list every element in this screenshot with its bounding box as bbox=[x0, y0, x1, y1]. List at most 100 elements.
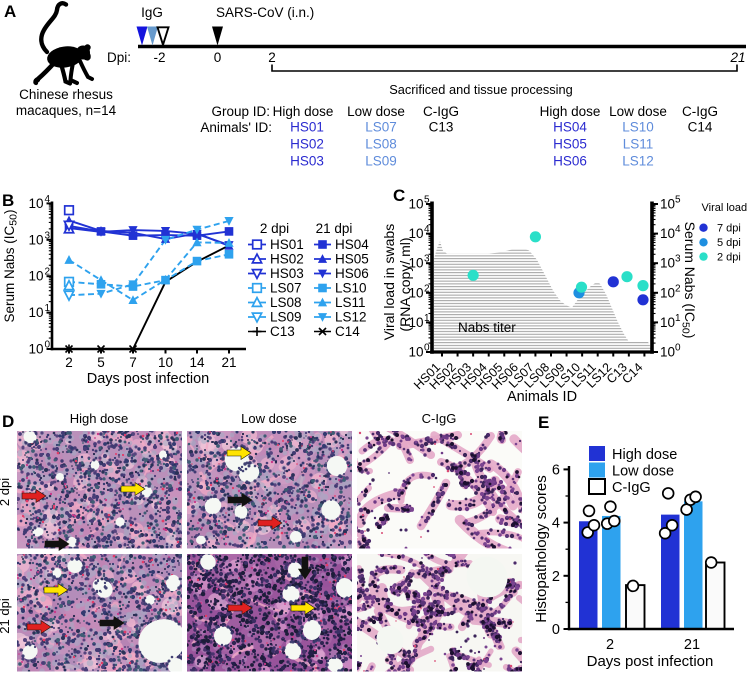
svg-text:LS07: LS07 bbox=[270, 281, 302, 296]
svg-text:D: D bbox=[2, 412, 14, 431]
svg-text:Animals' ID:: Animals' ID: bbox=[200, 120, 272, 135]
svg-text:7: 7 bbox=[129, 355, 137, 370]
svg-text:High dose: High dose bbox=[70, 411, 129, 426]
svg-text:LS07: LS07 bbox=[365, 120, 397, 135]
svg-text:IgG: IgG bbox=[141, 5, 163, 20]
svg-text:10: 10 bbox=[28, 342, 43, 357]
svg-text:LS08: LS08 bbox=[270, 295, 302, 310]
svg-text:LS12: LS12 bbox=[622, 154, 654, 169]
svg-text:HS01: HS01 bbox=[290, 120, 324, 135]
svg-text:3: 3 bbox=[675, 254, 681, 265]
svg-text:Dpi:: Dpi: bbox=[107, 50, 131, 65]
svg-text:0: 0 bbox=[424, 343, 430, 354]
svg-text:2: 2 bbox=[45, 267, 51, 278]
svg-text:LS09: LS09 bbox=[270, 310, 302, 325]
svg-text:4: 4 bbox=[675, 224, 681, 235]
svg-text:LS12: LS12 bbox=[335, 310, 367, 325]
svg-text:10: 10 bbox=[660, 315, 675, 330]
svg-text:LS10: LS10 bbox=[622, 120, 654, 135]
svg-text:2 dpi: 2 dpi bbox=[717, 251, 741, 263]
svg-text:4: 4 bbox=[45, 194, 51, 205]
svg-text:HS03: HS03 bbox=[270, 266, 304, 281]
svg-text:Nabs titer: Nabs titer bbox=[458, 320, 516, 335]
svg-text:C13: C13 bbox=[429, 120, 454, 135]
svg-text:10: 10 bbox=[660, 197, 675, 212]
svg-text:5 dpi: 5 dpi bbox=[717, 237, 741, 249]
svg-text:2: 2 bbox=[65, 355, 73, 370]
svg-text:2 dpi: 2 dpi bbox=[0, 478, 12, 506]
svg-text:3: 3 bbox=[424, 254, 430, 265]
svg-text:2: 2 bbox=[424, 283, 430, 294]
svg-text:HS01: HS01 bbox=[270, 237, 304, 252]
svg-text:HS06: HS06 bbox=[553, 154, 587, 169]
svg-text:21: 21 bbox=[729, 50, 745, 65]
svg-text:Serum Nabs (IC50): Serum Nabs (IC50) bbox=[680, 222, 699, 339]
svg-text:14: 14 bbox=[189, 355, 205, 370]
svg-text:3: 3 bbox=[45, 230, 51, 241]
svg-text:1: 1 bbox=[675, 313, 681, 324]
svg-text:Chinese rhesus: Chinese rhesus bbox=[19, 87, 113, 102]
svg-text:HS06: HS06 bbox=[335, 266, 369, 281]
svg-text:HS04: HS04 bbox=[553, 120, 587, 135]
svg-text:High dose: High dose bbox=[273, 104, 334, 119]
svg-text:-2: -2 bbox=[153, 50, 165, 65]
svg-text:HS04: HS04 bbox=[335, 237, 369, 252]
svg-text:B: B bbox=[2, 191, 14, 210]
svg-text:10: 10 bbox=[28, 269, 43, 284]
svg-text:0: 0 bbox=[675, 343, 681, 354]
svg-text:10: 10 bbox=[408, 345, 423, 360]
svg-text:C-IgG: C-IgG bbox=[682, 104, 718, 119]
svg-text:LS11: LS11 bbox=[335, 295, 366, 310]
svg-text:10: 10 bbox=[408, 197, 423, 212]
svg-text:5: 5 bbox=[675, 195, 681, 206]
svg-text:C14: C14 bbox=[688, 120, 713, 135]
svg-text:LS10: LS10 bbox=[335, 281, 367, 296]
svg-text:macaques, n=14: macaques, n=14 bbox=[16, 103, 117, 118]
svg-text:HS02: HS02 bbox=[290, 137, 324, 152]
svg-text:C13: C13 bbox=[270, 324, 295, 339]
svg-text:10: 10 bbox=[408, 285, 423, 300]
svg-text:10: 10 bbox=[408, 226, 423, 241]
svg-text:1: 1 bbox=[45, 303, 51, 314]
svg-text:10: 10 bbox=[28, 305, 43, 320]
svg-text:HS05: HS05 bbox=[335, 252, 369, 267]
svg-text:LS09: LS09 bbox=[365, 154, 397, 169]
svg-text:10: 10 bbox=[28, 196, 43, 211]
svg-text:C: C bbox=[393, 186, 405, 205]
svg-text:5: 5 bbox=[97, 355, 105, 370]
svg-text:2: 2 bbox=[675, 283, 681, 294]
svg-text:21 dpi: 21 dpi bbox=[0, 598, 12, 634]
svg-text:Group ID:: Group ID: bbox=[211, 104, 270, 119]
svg-text:Low dose: Low dose bbox=[609, 104, 667, 119]
svg-text:C-IgG: C-IgG bbox=[423, 104, 459, 119]
svg-text:HS02: HS02 bbox=[270, 252, 304, 267]
svg-text:10: 10 bbox=[158, 355, 173, 370]
svg-text:21: 21 bbox=[221, 355, 236, 370]
svg-text:10: 10 bbox=[660, 345, 675, 360]
svg-text:10: 10 bbox=[660, 256, 675, 271]
svg-text:Low dose: Low dose bbox=[347, 104, 405, 119]
svg-text:21 dpi: 21 dpi bbox=[316, 221, 353, 236]
svg-text:LS08: LS08 bbox=[365, 137, 397, 152]
svg-text:7 dpi: 7 dpi bbox=[717, 223, 741, 235]
svg-text:HS03: HS03 bbox=[290, 154, 324, 169]
svg-text:10: 10 bbox=[660, 226, 675, 241]
svg-text:(RNA copy/ ml): (RNA copy/ ml) bbox=[397, 237, 413, 331]
svg-text:5: 5 bbox=[424, 195, 430, 206]
svg-text:Serum Nabs (IC50): Serum Nabs (IC50) bbox=[2, 210, 20, 323]
svg-text:2: 2 bbox=[268, 50, 276, 65]
svg-text:0: 0 bbox=[214, 50, 222, 65]
svg-text:10: 10 bbox=[28, 232, 43, 247]
svg-text:Viral load in swabs: Viral load in swabs bbox=[381, 224, 397, 340]
svg-text:HS05: HS05 bbox=[553, 137, 587, 152]
svg-text:Days post infection: Days post infection bbox=[87, 371, 210, 387]
svg-text:LS11: LS11 bbox=[623, 137, 654, 152]
svg-text:4: 4 bbox=[424, 224, 430, 235]
svg-text:10: 10 bbox=[660, 285, 675, 300]
svg-text:SARS-CoV (i.n.): SARS-CoV (i.n.) bbox=[216, 5, 314, 20]
svg-text:Animals ID: Animals ID bbox=[507, 389, 577, 405]
svg-text:Viral load: Viral load bbox=[702, 202, 748, 214]
svg-text:C14: C14 bbox=[335, 324, 360, 339]
svg-text:10: 10 bbox=[408, 256, 423, 271]
svg-text:High dose: High dose bbox=[540, 104, 601, 119]
